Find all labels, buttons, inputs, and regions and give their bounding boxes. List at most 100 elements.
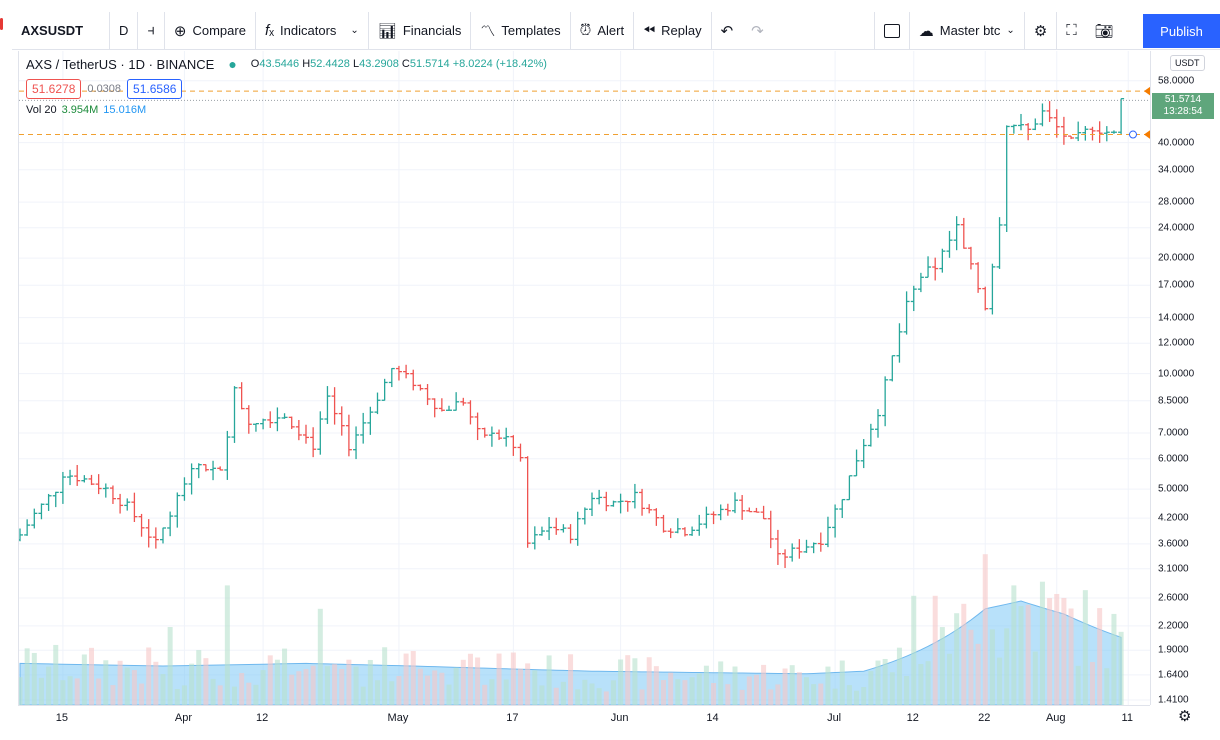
square-icon (883, 23, 900, 38)
ohlc-bar (739, 495, 746, 520)
symbol-title: AXS / TetherUS · 1D · BINANCE (26, 56, 215, 72)
currency-label[interactable]: USDT (1170, 55, 1205, 71)
ohlc-bar (524, 456, 531, 548)
volume-bar (467, 653, 473, 705)
price-tick: 24.0000 (1158, 222, 1195, 234)
volume-bar (896, 647, 902, 705)
volume-bar (889, 672, 895, 705)
ohlc-bar (360, 412, 367, 444)
ohlc-bar (260, 418, 267, 430)
recording-indicator (0, 18, 3, 30)
ohlc-bar (210, 460, 217, 481)
ohlc-bar (303, 424, 309, 444)
layout-button[interactable]: ☁︎ Master btc ⌄ (910, 12, 1025, 49)
templates-button[interactable]: 〽 Templates (471, 12, 571, 49)
sell-button[interactable]: 51.6278 (26, 79, 82, 99)
time-axis[interactable]: 15 Apr 12 May 17 Jun 14 Jul 12 22 Aug 11 (18, 705, 1150, 730)
ohlc-bar (367, 406, 374, 435)
top-toolbar: AXSUSDT D ⫞ ⊕ Compare fₓ Indicators ⌄ 📊︎ Fin… (12, 12, 1220, 50)
undo-button[interactable]: ↶ (712, 12, 743, 49)
volume-bar (997, 657, 1003, 705)
ohlc-bar (160, 527, 166, 544)
volume-bar (46, 666, 52, 705)
buy-button[interactable]: 51.6586 (127, 79, 183, 99)
volume-bar (324, 666, 330, 705)
ohlc-bar (546, 517, 553, 541)
ohlc-bar (67, 469, 74, 486)
volume-bar (1061, 597, 1067, 705)
volume-bar (203, 658, 209, 705)
volume-bar (861, 687, 867, 705)
compare-button[interactable]: ⊕ Compare (165, 12, 256, 49)
replay-button[interactable]: ⏪︎ Replay (634, 12, 712, 49)
publish-button[interactable]: Publish (1143, 14, 1220, 48)
fullscreen-button[interactable]: ⛶ (1057, 12, 1086, 49)
ohlc-bar (267, 411, 274, 428)
volume-bar (1090, 662, 1095, 705)
price-chart[interactable] (18, 51, 1150, 705)
volume-bar (475, 657, 481, 705)
ohlc-bar (660, 514, 667, 533)
ohlc-bar (74, 464, 81, 486)
volume-bar (589, 683, 595, 705)
ohlc-bar (274, 407, 281, 432)
ohlc-bar (646, 504, 653, 514)
volume-bar (575, 689, 581, 705)
volume-bar (103, 660, 109, 705)
volume-bar (317, 608, 323, 705)
ohlc-bar (181, 477, 188, 501)
price-axis[interactable]: 58.0000 40.0000 34.0000 28.0000 24.0000 20.00… (1150, 51, 1220, 706)
volume-bar (1032, 651, 1038, 705)
volume-bar (353, 666, 359, 705)
bar-style-button[interactable]: ⫞ (138, 12, 165, 49)
fullscreen-layout-button[interactable] (875, 12, 910, 49)
volume-bar (1039, 581, 1045, 705)
volume-bar (982, 554, 988, 705)
ohlc-bar (295, 419, 302, 441)
ohlc-bar (474, 412, 481, 441)
volume-bar (74, 678, 80, 705)
layout-label: Master btc (939, 23, 1001, 38)
volume-bar (510, 652, 516, 705)
volume-bar (196, 650, 202, 705)
volume-bar (804, 677, 809, 705)
camera-icon: 📷︎ (1094, 22, 1114, 40)
settings-button[interactable]: ⚙ (1025, 12, 1058, 49)
ohlc-bar (117, 493, 124, 514)
ohlc-bar (903, 291, 910, 335)
redo-button[interactable]: ↷ (742, 12, 875, 49)
interval-button[interactable]: D (110, 12, 139, 49)
ohlc-bar (1110, 130, 1117, 134)
volume-bar (732, 666, 738, 705)
time-tick: Jul (827, 712, 842, 724)
chart-settings-gear-icon[interactable]: ⚙ (1178, 708, 1192, 725)
ohlc-bar (410, 369, 417, 391)
ohlc-bar (603, 491, 610, 512)
time-tick: 12 (906, 712, 919, 724)
symbol-search-button[interactable]: AXSUSDT (12, 12, 110, 49)
volume-bar (761, 664, 767, 705)
time-tick: 15 (55, 712, 69, 724)
ohlc-bar (345, 414, 352, 457)
volume-value: 3.954M (61, 104, 99, 116)
time-tick: Jun (610, 712, 629, 724)
volume-bar (753, 674, 759, 705)
volume-bar (303, 669, 309, 705)
time-tick: 11 (1121, 712, 1133, 724)
ohlc-bar (52, 491, 59, 508)
indicators-button[interactable]: fₓ Indicators ⌄ (256, 12, 369, 49)
ohlc-bar (1089, 126, 1096, 141)
ohlc-bar (138, 513, 145, 537)
volume-bar (525, 663, 531, 705)
gear-icon: ⚙ (1033, 22, 1048, 40)
ohlc-bar (653, 508, 660, 526)
ohlc-bar (1046, 101, 1053, 122)
snapshot-button[interactable]: 📷︎ (1086, 12, 1123, 49)
ohlc-bar (953, 216, 960, 251)
volume-bar (675, 679, 681, 705)
financials-button[interactable]: 📊︎ Financials (369, 12, 472, 49)
volume-bar (553, 687, 559, 705)
alert-button[interactable]: ⏰︎ Alert (571, 12, 635, 49)
volume-bar (253, 684, 259, 705)
ohlc-bar (989, 263, 996, 315)
